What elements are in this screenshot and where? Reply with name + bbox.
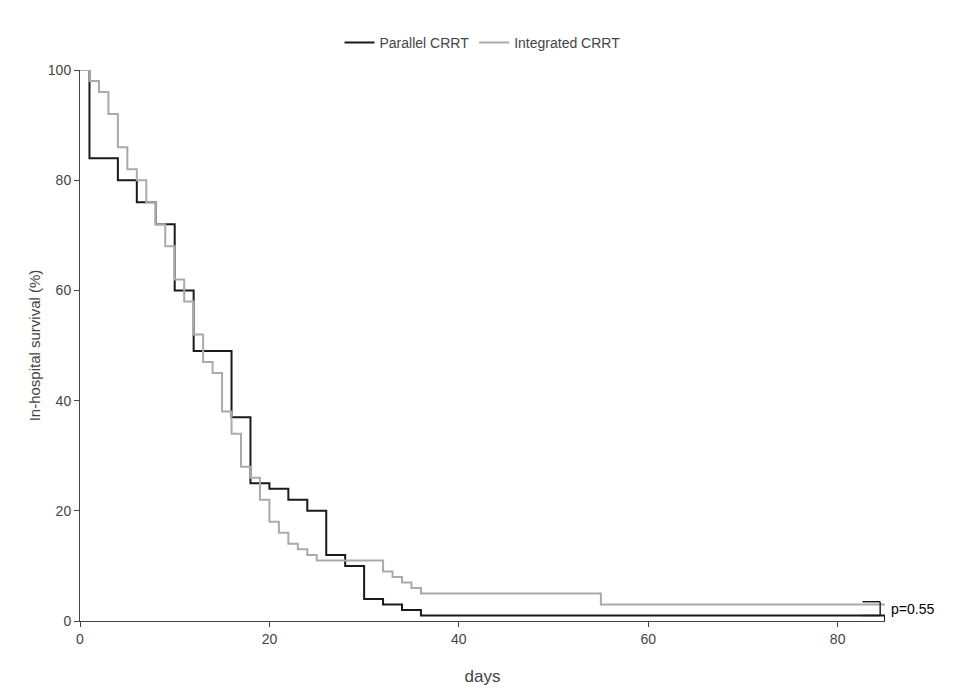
svg-text:60: 60 (640, 631, 656, 647)
svg-text:0: 0 (76, 631, 84, 647)
svg-text:80: 80 (56, 172, 72, 188)
svg-text:In-hospital survival (%): In-hospital survival (%) (26, 270, 43, 422)
svg-text:p=0.55: p=0.55 (891, 601, 934, 617)
svg-text:20: 20 (262, 631, 278, 647)
svg-text:20: 20 (56, 503, 72, 519)
svg-text:Parallel CRRT: Parallel CRRT (380, 35, 470, 51)
svg-text:40: 40 (451, 631, 467, 647)
svg-text:days: days (465, 667, 501, 686)
svg-text:60: 60 (56, 282, 72, 298)
svg-text:80: 80 (830, 631, 846, 647)
svg-text:40: 40 (56, 393, 72, 409)
svg-text:Integrated CRRT: Integrated CRRT (514, 35, 620, 51)
svg-text:0: 0 (63, 613, 71, 629)
svg-text:100: 100 (48, 62, 72, 78)
